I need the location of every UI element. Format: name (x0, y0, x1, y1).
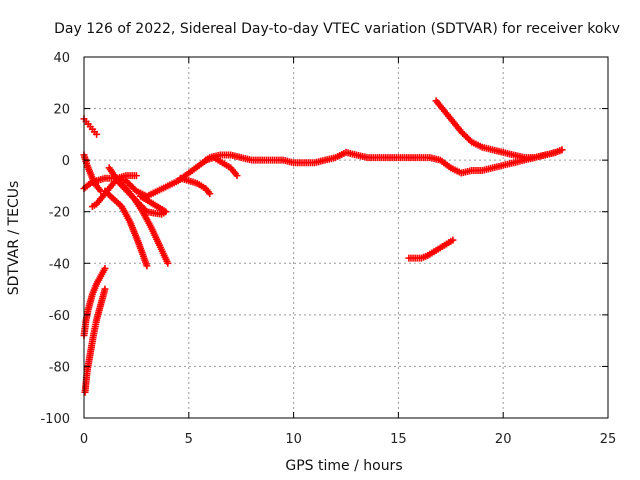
y-tick-label: 40 (53, 51, 70, 66)
data-point (233, 172, 241, 180)
data-point (132, 172, 140, 180)
y-tick-label: -60 (49, 309, 70, 324)
x-tick-label: 10 (285, 432, 302, 447)
y-tick-label: -80 (49, 360, 70, 375)
series-early-spike (80, 115, 101, 138)
data-point (449, 236, 457, 244)
y-axis-title: SDTVAR / TECUs (6, 181, 22, 296)
data-point (137, 192, 145, 200)
y-tick-label: -40 (49, 257, 70, 272)
data-point (143, 262, 151, 270)
data-point (466, 137, 474, 145)
series-arc-near-5h (176, 174, 214, 198)
series-arc-near-6h (202, 154, 241, 180)
axis-ticks: 0 5 10 15 20 25 -100 -80 -60 -40 -20 0 20 40 (40, 51, 616, 447)
data-point (141, 206, 149, 214)
data-point (131, 186, 139, 194)
data-point (558, 146, 566, 154)
y-tick-label: 20 (53, 103, 70, 118)
x-tick-label: 0 (80, 432, 88, 447)
series-early-arc-a (101, 187, 151, 270)
data-point (206, 190, 214, 198)
data-series (80, 97, 566, 396)
data-point (97, 187, 105, 195)
y-tick-label: -20 (49, 206, 70, 221)
x-axis-title: GPS time / hours (285, 458, 402, 474)
data-point (101, 264, 109, 272)
chart-title: Day 126 of 2022, Sidereal Day-to-day VTE… (54, 21, 620, 37)
x-tick-label: 20 (495, 432, 512, 447)
series-steep-rise-b (81, 285, 109, 396)
series-main-trend (80, 146, 566, 200)
y-tick-label: -100 (40, 412, 70, 427)
series-isolated-points (105, 164, 170, 218)
data-point (93, 130, 101, 138)
grid (84, 57, 608, 418)
x-tick-label: 15 (390, 432, 407, 447)
x-tick-label: 25 (600, 432, 617, 447)
plot-frame (83, 56, 609, 419)
series-low-segment (405, 236, 457, 262)
series-steep-rise-a (80, 264, 109, 339)
data-point (164, 259, 172, 267)
series-early-descent (80, 151, 105, 195)
series-early-dip (88, 172, 140, 211)
x-tick-label: 5 (185, 432, 193, 447)
series-upper-right-arc (432, 97, 566, 162)
y-tick-label: 0 (62, 154, 70, 169)
data-point (101, 285, 109, 293)
